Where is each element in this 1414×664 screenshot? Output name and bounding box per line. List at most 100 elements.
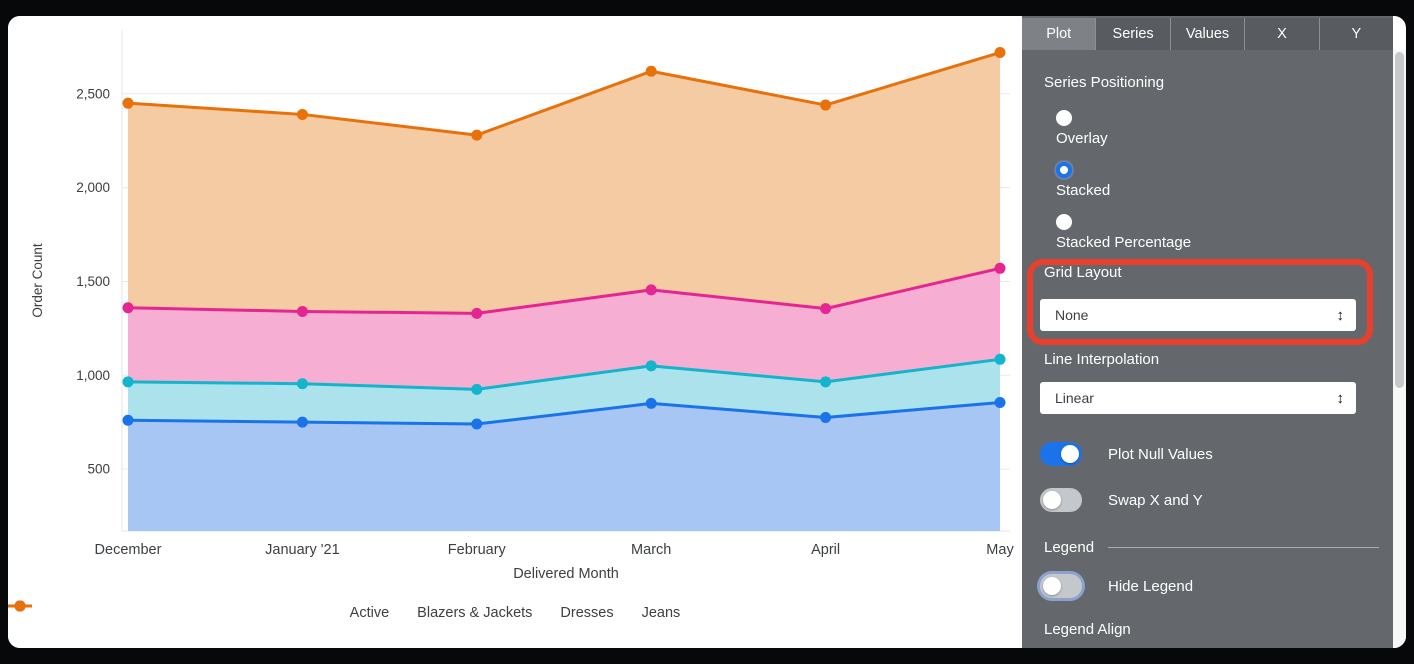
grid-layout-value: None xyxy=(1055,307,1089,323)
radio-option-stacked-percentage: Stacked Percentage xyxy=(1056,212,1191,251)
data-point-active[interactable] xyxy=(994,396,1006,408)
tab-plot[interactable]: Plot xyxy=(1022,18,1096,50)
data-point-dresses[interactable] xyxy=(645,284,657,296)
toggle-knob xyxy=(1061,445,1079,463)
data-point-jeans[interactable] xyxy=(820,99,832,111)
x-axis-title: Delivered Month xyxy=(513,566,619,582)
y-tick-label: 500 xyxy=(87,462,110,477)
legend-item-blazers-jackets[interactable]: Blazers & Jackets xyxy=(8,600,533,621)
data-point-dresses[interactable] xyxy=(471,307,483,319)
legend-align-label: Legend Align xyxy=(1044,621,1131,638)
data-point-blazers-jackets[interactable] xyxy=(471,383,483,395)
line-interpolation-value: Linear xyxy=(1055,390,1094,406)
unfold-more-icon: ↕ xyxy=(1336,306,1345,324)
series-line-active xyxy=(127,400,1001,426)
data-point-dresses[interactable] xyxy=(296,305,308,317)
legend-heading-text: Legend xyxy=(1044,539,1095,556)
tab-x[interactable]: X xyxy=(1244,18,1319,50)
radio-option-stacked: Stacked xyxy=(1056,160,1110,199)
data-point-jeans[interactable] xyxy=(471,129,483,141)
data-point-active[interactable] xyxy=(820,411,832,423)
plot-null-values-row: Plot Null Values xyxy=(1040,441,1213,467)
unfold-more-icon: ↕ xyxy=(1336,389,1345,407)
swap-x-y-row: Swap X and Y xyxy=(1040,487,1203,513)
radio-stacked[interactable] xyxy=(1056,162,1072,178)
hide-legend-label: Hide Legend xyxy=(1108,577,1194,595)
radio-overlay[interactable] xyxy=(1056,110,1072,126)
legend-marker-icon xyxy=(8,600,32,612)
data-point-active[interactable] xyxy=(122,414,134,426)
data-point-jeans[interactable] xyxy=(296,108,308,120)
settings-panel: Plot Series Values X Y Series Positioning Ov… xyxy=(1022,16,1394,648)
tab-bar: Plot Series Values X Y xyxy=(1022,18,1394,50)
tab-y[interactable]: Y xyxy=(1318,18,1394,50)
data-point-blazers-jackets[interactable] xyxy=(820,376,832,388)
line-interpolation-select[interactable]: Linear ↕ xyxy=(1040,382,1356,414)
y-axis-title: Order Count xyxy=(30,243,45,318)
plot-null-values-toggle[interactable] xyxy=(1040,442,1082,466)
x-tick-label: February xyxy=(448,542,507,558)
legend-label: Blazers & Jackets xyxy=(417,605,533,621)
toggle-knob xyxy=(1043,491,1061,509)
radio-label: Overlay xyxy=(1056,130,1108,147)
swap-x-and-y-label: Swap X and Y xyxy=(1108,491,1203,509)
radio-label: Stacked xyxy=(1056,182,1111,199)
data-point-dresses[interactable] xyxy=(122,302,134,314)
legend-item-dresses[interactable]: Dresses xyxy=(8,600,614,621)
radio-stacked-percentage[interactable] xyxy=(1056,214,1072,230)
x-tick-label: December xyxy=(95,542,162,558)
section-divider xyxy=(1108,547,1379,548)
area-chart: 500 1,000 1,500 2,000 2,500 December January '… xyxy=(30,30,1014,582)
chart-legend: Active Blazers & Jackets Dresses Jeans xyxy=(8,600,1022,626)
tab-series[interactable]: Series xyxy=(1095,18,1170,50)
legend-label: Active xyxy=(349,605,390,621)
panel-body: Series Positioning Overlay Stacked Stacked… xyxy=(1022,50,1393,648)
series-positioning-label: Series Positioning xyxy=(1044,74,1165,91)
data-point-blazers-jackets[interactable] xyxy=(122,376,134,388)
data-point-jeans[interactable] xyxy=(994,47,1006,59)
legend-item-jeans[interactable]: Jeans xyxy=(8,600,681,621)
data-point-jeans[interactable] xyxy=(122,97,134,109)
scrollbar-thumb[interactable] xyxy=(1395,52,1404,388)
series-line-jeans xyxy=(127,51,1001,137)
plot-null-values-label: Plot Null Values xyxy=(1108,445,1213,463)
x-tick-label: January '21 xyxy=(265,542,340,558)
data-point-blazers-jackets[interactable] xyxy=(994,353,1006,365)
data-point-blazers-jackets[interactable] xyxy=(645,360,657,372)
chart-panel: 500 1,000 1,500 2,000 2,500 December January '… xyxy=(8,16,1022,648)
line-interpolation-label: Line Interpolation xyxy=(1044,351,1160,368)
hide-legend-row: Hide Legend xyxy=(1040,573,1193,599)
series-line-dresses xyxy=(127,266,1001,315)
app-window: 500 1,000 1,500 2,000 2,500 December January '… xyxy=(8,16,1406,648)
hide-legend-toggle[interactable] xyxy=(1040,574,1082,598)
radio-option-overlay: Overlay xyxy=(1056,108,1108,147)
radio-label: Stacked Percentage xyxy=(1056,234,1192,251)
legend-label: Dresses xyxy=(560,605,614,621)
data-point-active[interactable] xyxy=(645,397,657,409)
y-tick-label: 1,500 xyxy=(76,274,110,289)
data-point-dresses[interactable] xyxy=(820,303,832,315)
legend-section-heading: Legend xyxy=(1044,539,1379,556)
data-point-jeans[interactable] xyxy=(645,65,657,77)
y-tick-label: 2,500 xyxy=(76,86,110,101)
toggle-knob xyxy=(1043,577,1061,595)
data-point-dresses[interactable] xyxy=(994,262,1006,274)
legend-label: Jeans xyxy=(641,605,681,621)
x-tick-label: May xyxy=(986,542,1014,558)
grid-layout-select[interactable]: None ↕ xyxy=(1040,299,1356,331)
tab-values[interactable]: Values xyxy=(1169,18,1245,50)
series-area-active xyxy=(128,402,1000,531)
data-point-active[interactable] xyxy=(471,418,483,430)
data-point-active[interactable] xyxy=(296,416,308,428)
x-tick-label: April xyxy=(811,542,840,558)
y-tick-label: 1,000 xyxy=(76,368,110,383)
data-point-blazers-jackets[interactable] xyxy=(296,378,308,390)
y-tick-label: 2,000 xyxy=(76,180,110,195)
series-line-blazers-jackets xyxy=(127,357,1001,391)
x-tick-label: March xyxy=(631,542,671,558)
swap-x-and-y-toggle[interactable] xyxy=(1040,488,1082,512)
legend-item-active[interactable]: Active xyxy=(8,600,390,621)
panel-scrollbar[interactable] xyxy=(1393,50,1406,648)
grid-layout-label: Grid Layout xyxy=(1044,264,1122,281)
